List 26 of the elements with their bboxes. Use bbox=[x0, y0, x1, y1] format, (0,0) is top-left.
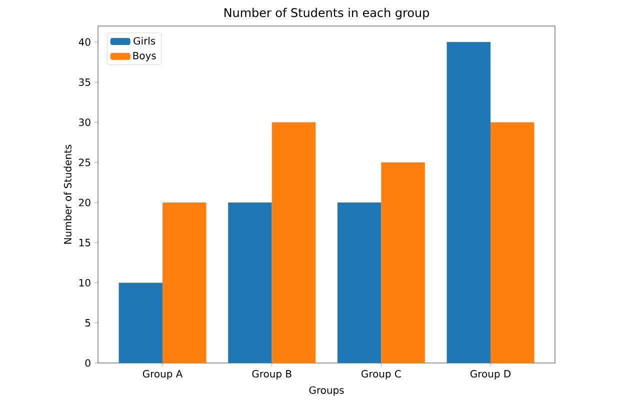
bar bbox=[272, 122, 316, 363]
y-tick-label: 25 bbox=[79, 158, 90, 166]
y-tick-label: 20 bbox=[79, 198, 90, 206]
y-tick-label: 40 bbox=[78, 38, 90, 46]
x-tick-label: Group A bbox=[142, 370, 183, 380]
y-tick-label: 0 bbox=[85, 359, 90, 367]
bar bbox=[337, 202, 382, 363]
x-tick-label: Group D bbox=[470, 370, 511, 380]
bar bbox=[490, 122, 534, 363]
y-tick-label: 30 bbox=[79, 118, 90, 126]
bar bbox=[162, 202, 206, 363]
chart-title: Number of Students in each group bbox=[224, 8, 430, 20]
legend-label: Girls bbox=[134, 36, 156, 45]
bar bbox=[118, 282, 163, 363]
y-tick-label: 5 bbox=[85, 319, 90, 327]
bar bbox=[381, 162, 425, 363]
x-tick-label: Group C bbox=[362, 370, 401, 380]
bar bbox=[446, 42, 491, 363]
legend-label: Boys bbox=[133, 52, 156, 62]
x-tick-label: Group B bbox=[252, 370, 292, 380]
bar bbox=[228, 202, 272, 363]
x-axis-title: Groups bbox=[309, 386, 344, 396]
y-tick-label: 35 bbox=[79, 78, 90, 86]
y-tick-label: 10 bbox=[79, 278, 90, 287]
y-tick-label: 15 bbox=[79, 238, 90, 246]
y-axis-title: Number of Students bbox=[64, 144, 72, 244]
